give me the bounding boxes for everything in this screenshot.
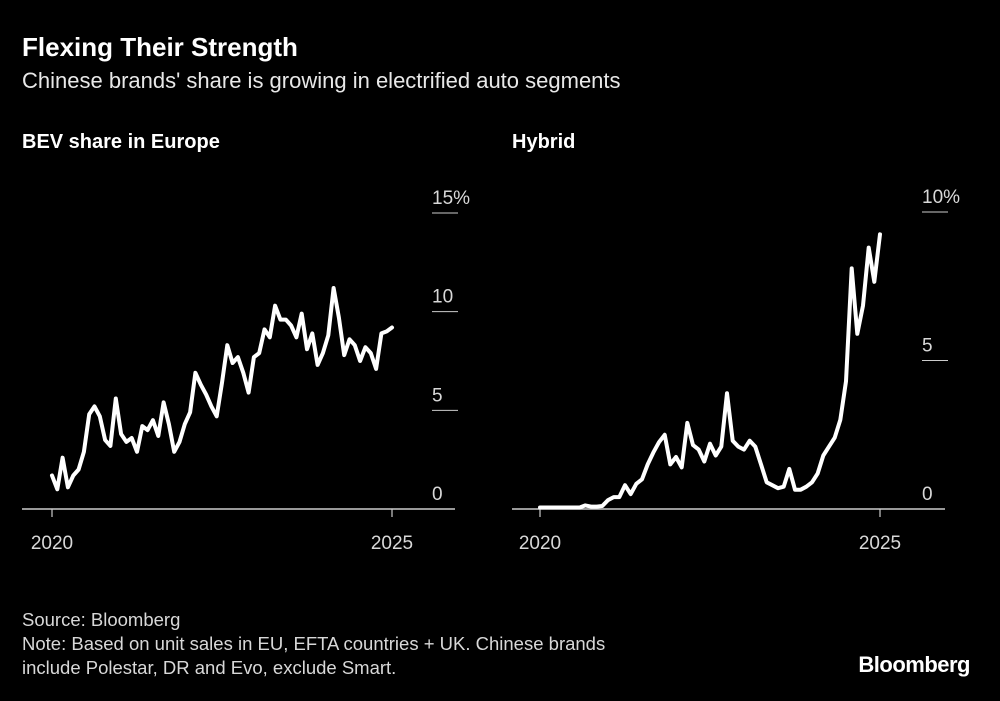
y-tick-label: 10	[432, 287, 453, 308]
series-line-hybrid	[538, 232, 882, 510]
y-tick-label: 0	[922, 484, 933, 505]
x-tick-label: 2020	[519, 533, 561, 554]
chart-title: Flexing Their Strength	[22, 32, 298, 62]
footer: Source: Bloomberg Note: Based on unit sa…	[22, 608, 605, 680]
x-tick-label: 2025	[371, 533, 413, 554]
y-tick-label: 0	[432, 484, 443, 505]
note-line-2: include Polestar, DR and Evo, exclude Sm…	[22, 657, 397, 678]
panel-title-hybrid: Hybrid	[512, 131, 576, 153]
bloomberg-logo: Bloomberg	[858, 652, 970, 677]
x-tick-label: 2020	[31, 533, 73, 554]
note-line-1: Note: Based on unit sales in EU, EFTA co…	[22, 633, 606, 654]
x-tick-label: 2025	[859, 533, 901, 554]
source-text: Source: Bloomberg	[22, 609, 181, 630]
chart-subtitle: Chinese brands' share is growing in elec…	[22, 68, 621, 93]
y-tick-label: 5	[432, 385, 443, 406]
panel-title-bev: BEV share in Europe	[22, 131, 220, 153]
y-tick-label: 5	[922, 336, 933, 357]
series-line-bev	[50, 286, 394, 492]
y-tick-label: 15%	[432, 188, 470, 209]
y-tick-label: 10%	[922, 187, 960, 208]
